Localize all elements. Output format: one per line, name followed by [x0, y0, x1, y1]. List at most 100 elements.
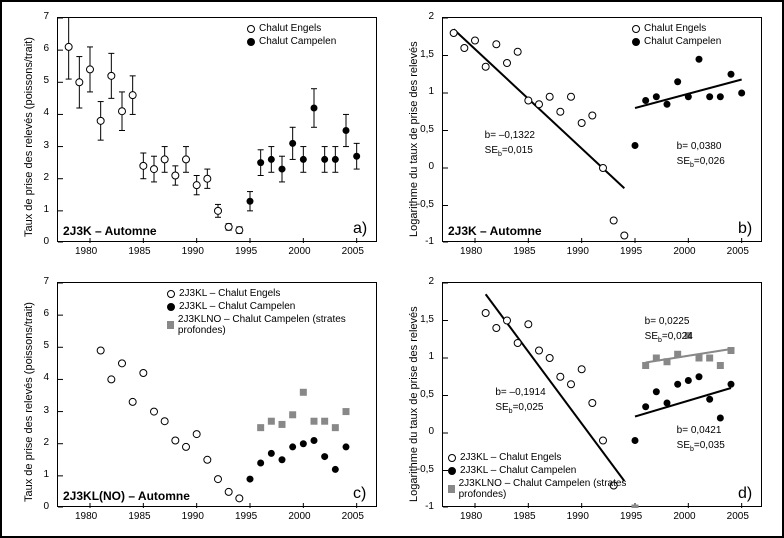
xtick-label: 1980 [460, 246, 482, 257]
ytick-label: 5 [43, 75, 49, 86]
xtick-label: 1980 [75, 246, 97, 257]
legend-marker [448, 467, 456, 475]
ytick-label: 0,5 [420, 389, 434, 400]
legend: Chalut EngelsChalut Campelen [247, 23, 336, 49]
legend-label: 2J3KLNO – Chalut Campelen (strates profo… [459, 478, 638, 500]
corner-label: c) [353, 485, 366, 503]
annotation: b= 0,0225 [645, 316, 690, 327]
legend-item: Chalut Campelen [632, 36, 721, 47]
ytick-label: 2 [428, 276, 434, 287]
annotation: b= 0,0421 [677, 425, 722, 436]
annotation: SEb=0,025 [495, 402, 543, 415]
legend-marker [167, 303, 175, 311]
legend-marker [448, 454, 456, 462]
xtick-label: 1990 [182, 246, 204, 257]
ytick-label: 1,5 [420, 49, 434, 60]
corner-label: d) [738, 485, 752, 503]
legend-label: Chalut Campelen [644, 36, 721, 47]
legend-marker [167, 290, 175, 298]
ytick-label: 3 [43, 405, 49, 416]
panel-title: 2J3K – Automne [448, 224, 542, 238]
legend-item: Chalut Engels [632, 23, 721, 34]
xtick-label: 1985 [128, 511, 150, 522]
legend-item: Chalut Engels [247, 23, 336, 34]
panel-a [57, 17, 377, 242]
xtick-label: 2000 [673, 246, 695, 257]
annotation: SEb=0,015 [485, 145, 533, 158]
legend-item: 2J3KL – Chalut Engels [167, 288, 367, 299]
xtick-label: 1985 [513, 511, 535, 522]
xtick-label: 1990 [182, 511, 204, 522]
ytick-label: -1 [425, 501, 434, 512]
annotation: SEb=0,024 [645, 331, 693, 344]
ytick-label: 2 [43, 172, 49, 183]
ytick-label: 0 [43, 501, 49, 512]
xtick-label: 1985 [128, 246, 150, 257]
xtick-label: 2000 [673, 511, 695, 522]
annotation: b= –0,1914 [495, 387, 545, 398]
ytick-label: 1,5 [420, 314, 434, 325]
xtick-label: 1995 [620, 511, 642, 522]
xtick-label: 1995 [620, 246, 642, 257]
legend-item: 2J3KLNO – Chalut Campelen (strates profo… [167, 314, 367, 336]
legend-label: Chalut Engels [259, 23, 321, 34]
ylabel: Logarithme du taux de prise des relevés [408, 41, 420, 237]
ytick-label: 6 [43, 308, 49, 319]
xtick-label: 1985 [513, 246, 535, 257]
xtick-label: 1995 [235, 246, 257, 257]
annotation: b= –0,1322 [485, 130, 535, 141]
ytick-label: 0 [43, 236, 49, 247]
legend-label: 2J3KL – Chalut Engels [179, 288, 280, 299]
legend-label: 2J3KL – Chalut Campelen [460, 465, 576, 476]
xtick-label: 1990 [567, 246, 589, 257]
xtick-label: 1980 [75, 511, 97, 522]
legend-item: 2J3KL – Chalut Campelen [448, 465, 638, 476]
ytick-label: 1 [43, 204, 49, 215]
corner-label: a) [353, 220, 367, 238]
ytick-label: 2 [428, 11, 434, 22]
legend-marker [247, 25, 255, 33]
legend: 2J3KL – Chalut Engels 2J3KL – Chalut Camp… [448, 452, 638, 502]
legend: 2J3KL – Chalut Engels 2J3KL – Chalut Camp… [167, 288, 367, 338]
annotation: SEb=0,035 [677, 440, 725, 453]
ytick-label: 7 [43, 11, 49, 22]
legend-label: Chalut Engels [644, 23, 706, 34]
legend-marker [247, 38, 255, 46]
ytick-label: 1 [43, 469, 49, 480]
ytick-label: 5 [43, 340, 49, 351]
xtick-label: 1980 [460, 511, 482, 522]
legend-label: 2J3KL – Chalut Engels [460, 452, 561, 463]
ylabel: Logarithme du taux de prise des relevés [408, 306, 420, 502]
ylabel: Taux de prise des relevés (poissons/trai… [23, 37, 35, 237]
legend-label: 2J3KL – Chalut Campelen [179, 301, 295, 312]
ytick-label: 7 [43, 276, 49, 287]
xtick-label: 2005 [727, 246, 749, 257]
ytick-label: 2 [43, 437, 49, 448]
legend-item: 2J3KL – Chalut Engels [448, 452, 638, 463]
ytick-label: 4 [43, 107, 49, 118]
ytick-label: 0 [428, 161, 434, 172]
figure: 19801985199019952000200501234567Taux de … [0, 0, 784, 538]
legend: Chalut Engels Chalut Campelen [632, 23, 721, 49]
panel-title: 2J3KL(NO) – Automne [63, 489, 190, 503]
xtick-label: 2000 [288, 246, 310, 257]
legend-marker [632, 38, 640, 46]
legend-item: 2J3KL – Chalut Campelen [167, 301, 367, 312]
legend-marker [167, 321, 174, 329]
annotation: SEb=0,026 [677, 156, 725, 169]
legend-marker [632, 25, 640, 33]
legend-item: 2J3KLNO – Chalut Campelen (strates profo… [448, 478, 638, 500]
xtick-label: 2000 [288, 511, 310, 522]
ytick-label: 3 [43, 140, 49, 151]
ytick-label: 4 [43, 372, 49, 383]
ylabel: Taux de prise des relevés (poissons/trai… [23, 302, 35, 502]
xtick-label: 2005 [342, 246, 364, 257]
ytick-label: 0 [428, 426, 434, 437]
corner-label: b) [738, 220, 752, 238]
panel-a-svg [58, 18, 378, 243]
xtick-label: 2005 [727, 511, 749, 522]
ytick-label: 6 [43, 43, 49, 54]
annotation: b= 0,0380 [677, 141, 722, 152]
xtick-label: 1990 [567, 511, 589, 522]
ytick-label: 0,5 [420, 124, 434, 135]
